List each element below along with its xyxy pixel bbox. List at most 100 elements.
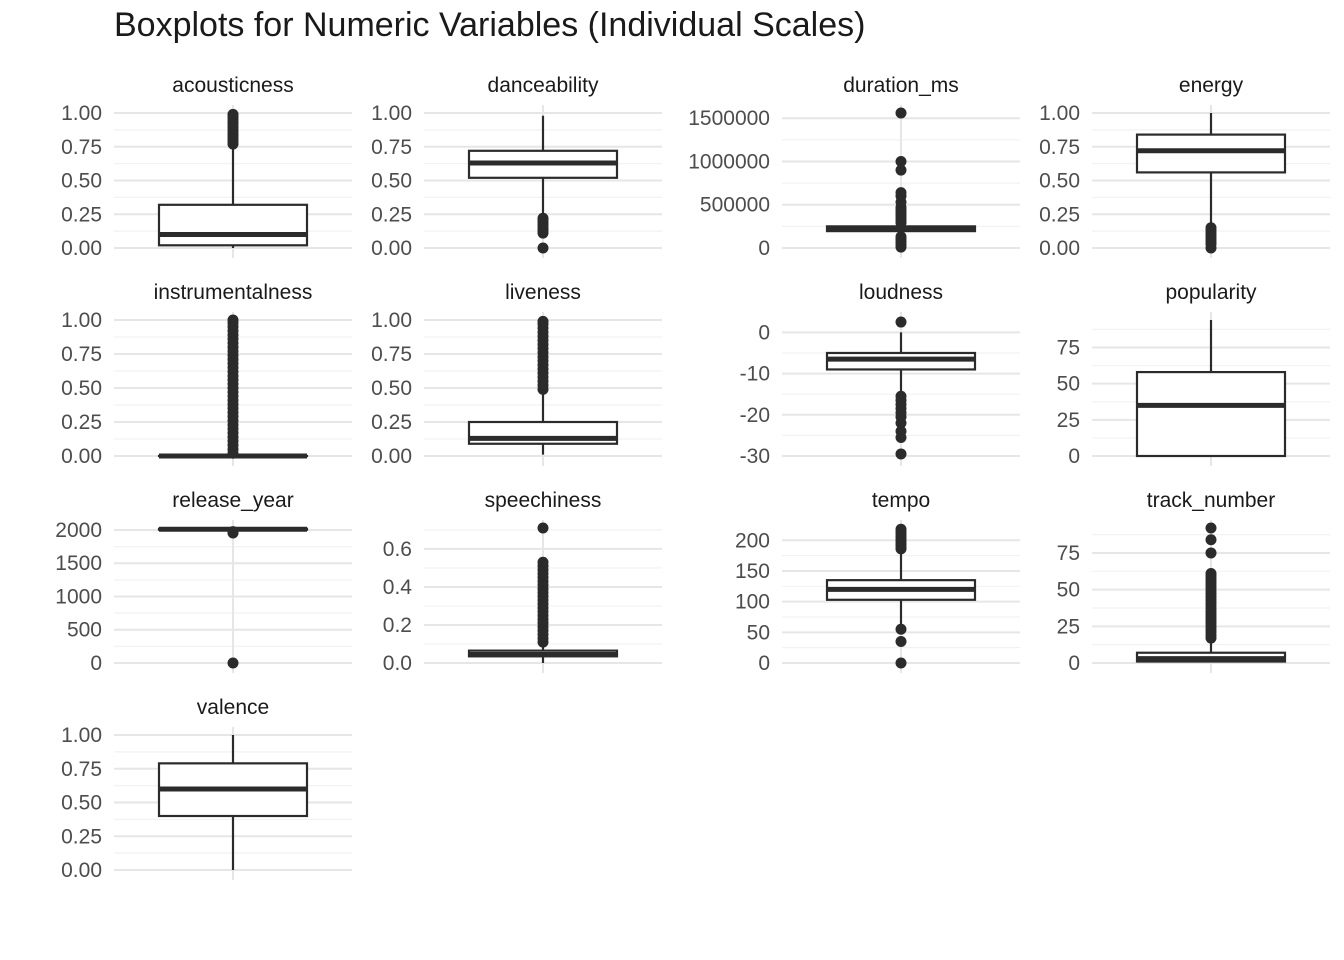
y-tick-label: 0.00: [61, 237, 102, 260]
facet-panel-popularity: popularity 0 25 50 75: [1057, 281, 1330, 468]
y-tick-label: 0.50: [61, 792, 102, 815]
outlier-point: [537, 522, 549, 534]
y-tick-label: 200: [735, 529, 770, 552]
outlier-point: [227, 314, 239, 326]
y-tick-label: 0.25: [61, 203, 102, 226]
outlier-point: [1205, 522, 1217, 534]
y-tick-label: 0.2: [383, 614, 412, 637]
box-iqr: [157, 203, 309, 247]
facet-label: track_number: [1147, 489, 1275, 512]
outlier-point: [895, 657, 907, 669]
y-tick-label: 0.00: [1039, 237, 1080, 260]
outlier-point: [537, 556, 549, 568]
outlier-point: [227, 657, 239, 669]
y-tick-label: -20: [740, 404, 770, 427]
y-tick-label: 75: [1057, 542, 1080, 565]
outlier-point: [895, 390, 907, 402]
facet-label: duration_ms: [843, 74, 959, 97]
y-tick-label: 1.00: [61, 102, 102, 125]
y-tick-label: 1000000: [688, 150, 770, 173]
y-tick-label: 0.50: [61, 170, 102, 193]
y-tick-label: 0.25: [1039, 203, 1080, 226]
facet-panel-acousticness: acousticness 0.00 0.25 0.50 0.75 1.00: [61, 74, 352, 260]
outlier-point: [1205, 222, 1217, 234]
y-tick-label: 0.4: [383, 576, 413, 599]
y-tick-label: 0.75: [61, 136, 102, 159]
y-tick-label: 0.50: [371, 170, 412, 193]
y-tick-label: 150: [735, 560, 770, 583]
y-tick-label: 50: [1057, 373, 1080, 396]
y-tick-label: 25: [1057, 615, 1080, 638]
facet-label: loudness: [859, 281, 943, 304]
y-tick-label: 1.00: [61, 309, 102, 332]
facet-panel-tempo: tempo 0 50 100 150 200: [735, 489, 1020, 675]
outlier-point: [895, 523, 907, 535]
y-tick-label: 0.50: [61, 377, 102, 400]
y-tick-label: 0: [90, 652, 102, 675]
outlier-point: [895, 636, 907, 648]
y-tick-label: 0.6: [383, 538, 412, 561]
outlier-point: [895, 316, 907, 328]
outlier-point: [537, 212, 549, 224]
y-tick-label: 0: [758, 652, 770, 675]
facet-panel-loudness: loudness -30 -20 -10 0: [740, 281, 1020, 468]
outlier-point: [895, 425, 907, 437]
y-tick-label: 2000: [55, 519, 102, 542]
y-tick-label: 0: [1068, 445, 1080, 468]
outlier-point: [1205, 567, 1217, 579]
y-tick-label: 0.50: [1039, 170, 1080, 193]
y-tick-label: 1500000: [688, 107, 770, 130]
y-tick-label: 1.00: [1039, 102, 1080, 125]
y-tick-label: 500: [67, 619, 102, 642]
y-tick-label: 0.75: [371, 343, 412, 366]
y-tick-label: 100: [735, 591, 770, 614]
facet-label: instrumentalness: [154, 281, 313, 304]
facet-panel-instrumentalness: instrumentalness 0.00 0.25 0.50 0.75 1.00: [61, 281, 352, 468]
facet-label: danceability: [488, 74, 599, 97]
facet-label: energy: [1179, 74, 1244, 97]
outlier-point: [895, 448, 907, 460]
facet-panel-speechiness: speechiness 0.0 0.2 0.4 0.6: [383, 489, 662, 675]
facet-panel-track-number: track_number 0 25 50 75: [1057, 489, 1330, 675]
outlier-point: [1205, 534, 1217, 546]
y-tick-label: 1.00: [371, 309, 412, 332]
y-tick-label: 1.00: [61, 724, 102, 747]
y-tick-label: 0.75: [61, 343, 102, 366]
outlier-point: [895, 107, 907, 119]
outlier-point: [895, 164, 907, 176]
y-tick-label: 0.75: [1039, 136, 1080, 159]
y-tick-label: 0.00: [371, 445, 412, 468]
chart-title: Boxplots for Numeric Variables (Individu…: [114, 6, 866, 44]
y-tick-label: 0.25: [371, 411, 412, 434]
outlier-point: [895, 231, 907, 243]
facet-label: popularity: [1165, 281, 1257, 304]
y-tick-label: 0.25: [371, 203, 412, 226]
outlier-point: [895, 155, 907, 167]
facet-panel-release-year: release_year 0 500 1000 1500 2000: [55, 489, 352, 675]
facet-label: tempo: [872, 489, 930, 512]
y-tick-label: 1.00: [371, 102, 412, 125]
y-tick-label: 0.75: [61, 758, 102, 781]
facet-panel-energy: energy 0.00 0.25 0.50 0.75 1.00: [1039, 74, 1330, 260]
y-tick-label: -30: [740, 445, 770, 468]
box-iqr: [1135, 133, 1287, 174]
y-tick-label: 1500: [55, 552, 102, 575]
y-tick-label: 0: [758, 321, 770, 344]
y-tick-label: 0.00: [61, 445, 102, 468]
facet-label: valence: [197, 696, 269, 719]
outlier-point: [537, 242, 549, 254]
outlier-point: [1205, 547, 1217, 559]
facet-label: liveness: [505, 281, 581, 304]
outlier-point: [227, 108, 239, 120]
y-tick-label: 0.00: [371, 237, 412, 260]
y-tick-label: 500000: [700, 194, 770, 217]
facet-label: speechiness: [485, 489, 602, 512]
outlier-point: [895, 187, 907, 199]
facet-panel-danceability: danceability 0.00 0.25 0.50 0.75 1.00: [371, 74, 662, 260]
facet-label: acousticness: [172, 74, 293, 97]
y-tick-label: 75: [1057, 336, 1080, 359]
y-tick-label: 0.50: [371, 377, 412, 400]
y-tick-label: 0.0: [383, 652, 412, 675]
y-tick-label: 50: [747, 621, 770, 644]
